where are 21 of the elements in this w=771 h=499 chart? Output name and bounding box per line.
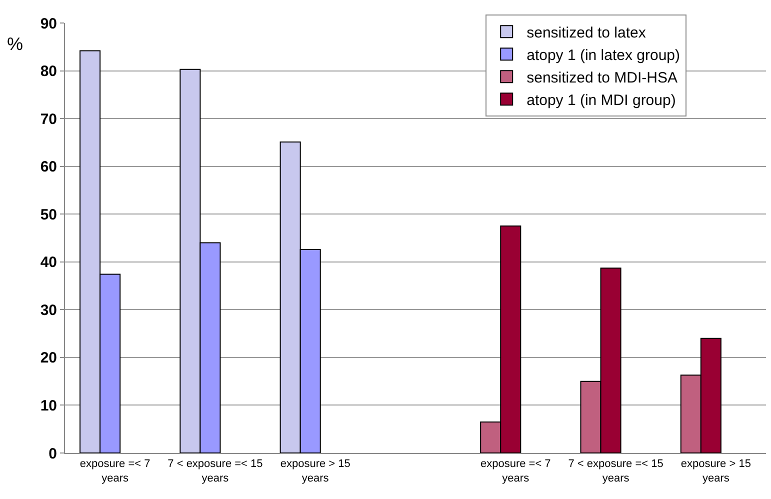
- x-tick-label: exposure > 15 years: [680, 458, 751, 484]
- y-axis-title: %: [7, 34, 24, 54]
- legend-label: atopy 1 (in latex group): [526, 47, 680, 64]
- legend-label: sensitized to latex: [526, 24, 646, 42]
- y-tick-label: 10: [40, 397, 57, 414]
- y-tick-label: 20: [40, 350, 57, 367]
- x-tick-label: exposure > 15 years: [280, 458, 350, 484]
- y-tick-label: 50: [40, 206, 57, 224]
- y-tick-label: 90: [40, 15, 57, 32]
- y-tick-label: 30: [40, 302, 57, 319]
- y-tick-label: 70: [40, 110, 57, 128]
- x-tick-label: exposure =< 7 years: [80, 458, 150, 484]
- y-tick-label: 60: [40, 158, 57, 176]
- legend-label: atopy 1 (in MDI group): [526, 92, 676, 109]
- y-tick-label: 80: [40, 63, 57, 80]
- x-tick-label: 7 < exposure =< 15 years: [168, 458, 263, 484]
- x-tick-label: 7 < exposure =< 15 years: [568, 458, 664, 484]
- legend-label: sensitized to MDI-HSA: [526, 70, 678, 86]
- y-tick-label: 0: [48, 445, 57, 462]
- y-tick-label: 40: [40, 254, 57, 272]
- x-tick-label: exposure =< 7 years: [480, 458, 551, 484]
